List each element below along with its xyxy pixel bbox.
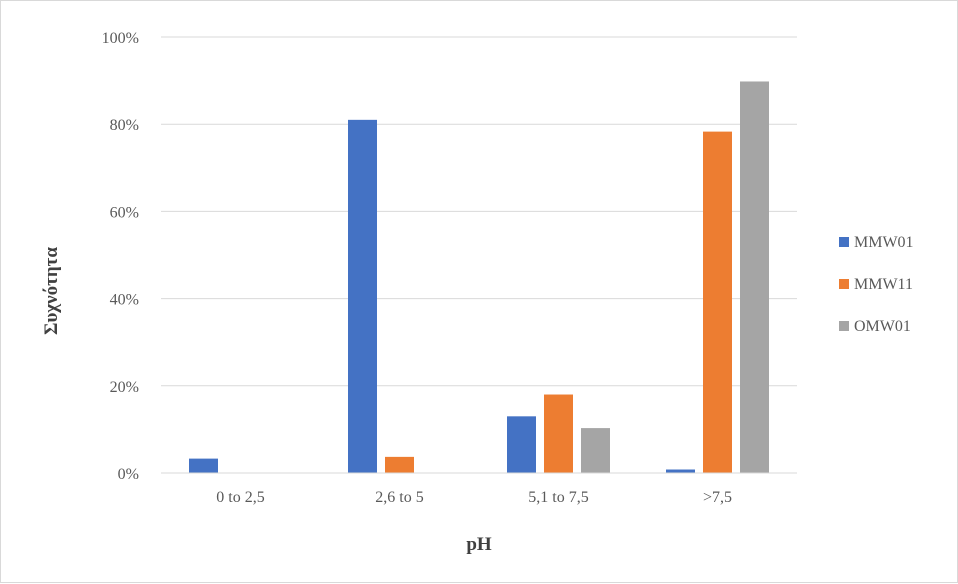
- x-axis-title: pH: [466, 534, 492, 555]
- y-tick-label: 20%: [110, 379, 139, 396]
- y-tick-label: 0%: [118, 466, 139, 483]
- legend-label: OMW01: [854, 318, 911, 335]
- bar-mmw01-1: [348, 119, 377, 473]
- bar-omw01-2: [581, 428, 610, 473]
- bars: [189, 81, 769, 474]
- legend-label: MMW11: [854, 276, 913, 293]
- y-tick-label: 100%: [102, 30, 139, 47]
- x-axis-ticks: 0 to 2,5 2,6 to 5 5,1 to 7,5 >7,5: [216, 489, 732, 506]
- x-tick-label: 2,6 to 5: [375, 489, 423, 506]
- y-tick-label: 40%: [110, 292, 139, 309]
- bar-mmw01-0: [189, 458, 218, 473]
- legend: MMW01 MMW11 OMW01: [839, 234, 914, 335]
- legend-swatch-mmw01: [839, 237, 849, 247]
- bar-mmw11-2: [544, 394, 573, 473]
- x-tick-label: 5,1 to 7,5: [528, 489, 588, 506]
- x-tick-label: 0 to 2,5: [216, 489, 264, 506]
- legend-label: MMW01: [854, 234, 914, 251]
- y-tick-label: 80%: [110, 117, 139, 134]
- x-tick-label: >7,5: [703, 489, 732, 506]
- legend-swatch-mmw11: [839, 279, 849, 289]
- bar-omw01-3: [740, 81, 769, 474]
- gridlines: [161, 36, 797, 387]
- bar-mmw11-1: [385, 456, 414, 473]
- bar-mmw11-3: [703, 131, 732, 473]
- bar-mmw01-3: [666, 469, 695, 473]
- legend-swatch-omw01: [839, 321, 849, 331]
- y-tick-label: 60%: [110, 204, 139, 221]
- y-axis-title: Συχνότητα: [41, 247, 62, 335]
- y-axis-ticks: 0% 20% 40% 60% 80% 100%: [102, 30, 139, 483]
- bar-mmw01-2: [507, 416, 536, 473]
